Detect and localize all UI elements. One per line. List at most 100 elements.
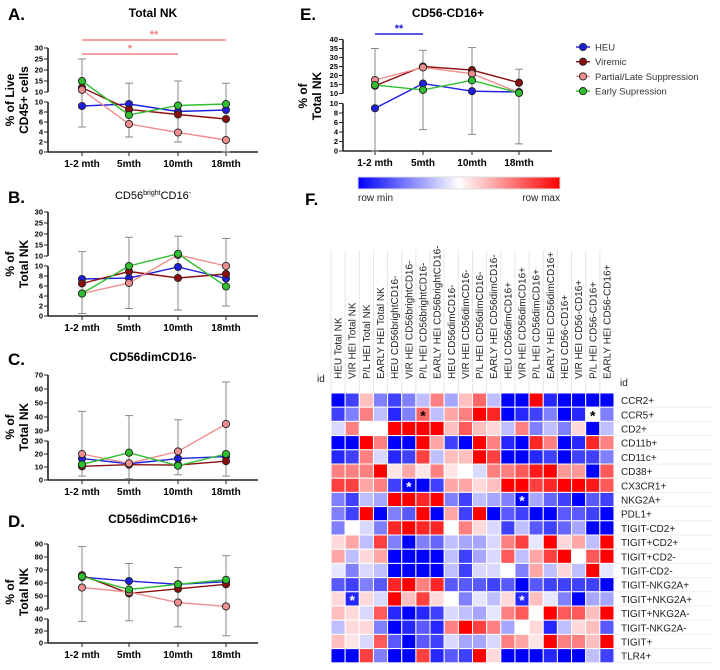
- heatmap-cell: [429, 420, 445, 437]
- heatmap-cell: [599, 562, 615, 579]
- data-point: [77, 85, 87, 94]
- heatmap-cell: [443, 548, 459, 564]
- heatmap-cell: [443, 562, 459, 579]
- heatmap-cell: [528, 619, 544, 635]
- heatmap-cell: [486, 619, 502, 635]
- y-tick-label: 10: [35, 252, 43, 261]
- heatmap-cell: [472, 648, 488, 664]
- row-label: PDL1+: [621, 510, 652, 521]
- heatmap: HEU Total NK VIR HEI Total NK P/L HEI Tota…: [330, 245, 712, 664]
- legend-label: Viremic: [595, 57, 627, 68]
- heatmap-cell: [585, 619, 601, 635]
- heatmap-cell: [443, 477, 459, 493]
- series-line-viremic: [81, 574, 227, 595]
- heatmap-cell: [556, 619, 573, 635]
- heatmap-cell: [599, 648, 615, 664]
- heatmap-cell: [542, 619, 558, 635]
- ylabel-line1: % of: [3, 250, 17, 276]
- significance-stars: **: [395, 23, 404, 35]
- data-point: [173, 461, 183, 470]
- column-label: EARLY HEI CD56dimCD16-: [489, 254, 500, 379]
- heatmap-cell: [571, 420, 587, 437]
- x-tick-label: 5mth: [117, 487, 141, 498]
- heatmap-cell: [514, 548, 530, 564]
- heatmap-cell: [457, 648, 474, 664]
- heatmap-cell: [599, 449, 615, 465]
- panel-e-title: CD56-CD16+: [412, 6, 484, 20]
- heatmap-cell: [344, 463, 360, 479]
- heatmap-cell: [372, 491, 389, 508]
- colorbar: [357, 176, 561, 190]
- series-line-viremic: [81, 86, 227, 120]
- heatmap-cell: [486, 577, 502, 593]
- y-tick-label: 30: [330, 53, 338, 62]
- heatmap-cell: [599, 591, 615, 607]
- heatmap-cell: [344, 420, 360, 437]
- row-label: TLR4+: [621, 652, 651, 663]
- heatmap-cell: [443, 449, 459, 465]
- heatmap-cell: [415, 420, 431, 437]
- y-tick-label: 25: [35, 219, 43, 228]
- panel-label-a: A.: [8, 5, 25, 24]
- y-tick-label: 30: [35, 44, 43, 53]
- heatmap-cell: [556, 534, 573, 550]
- heatmap-cell: [344, 435, 360, 451]
- heatmap-cell: [358, 491, 374, 508]
- data-point: [124, 278, 134, 288]
- heatmap-cell: [585, 520, 601, 536]
- y-tick-label: 4: [39, 292, 44, 301]
- heatmap-cell: [415, 548, 431, 564]
- heatmap-cell: [429, 562, 445, 579]
- heatmap-cell: [330, 477, 346, 493]
- heatmap-cell: [344, 491, 360, 508]
- data-point: [124, 261, 134, 271]
- heatmap-cell: [486, 477, 502, 493]
- data-point: [173, 447, 183, 456]
- heatmap-cell: [330, 633, 346, 650]
- data-point: [221, 419, 231, 429]
- heatmap-cell: [599, 520, 615, 536]
- heatmap-cell: [585, 534, 601, 550]
- row-label: TIGIT+: [621, 638, 653, 649]
- heatmap-cell: [372, 449, 389, 465]
- heatmap-cell: [429, 591, 445, 607]
- heatmap-cell: [457, 463, 474, 479]
- heatmap-cell: [387, 506, 403, 522]
- heatmap-cell: [358, 562, 374, 579]
- y-tick-label: 20: [35, 450, 43, 459]
- heatmap-cell: [514, 520, 530, 536]
- y-tick-label: 2: [334, 137, 338, 146]
- y-tick-label: 80: [35, 553, 43, 562]
- heatmap-cell: [457, 577, 474, 593]
- ylabel-line2: Total NK: [17, 402, 31, 451]
- heatmap-cell: [429, 406, 445, 422]
- heatmap-cell: [330, 548, 346, 564]
- heatmap-cell: [472, 633, 488, 650]
- y-tick-label: 35: [330, 44, 338, 53]
- heatmap-cell: [500, 605, 516, 621]
- heatmap-cell: [358, 577, 374, 593]
- significance-stars: *: [128, 43, 133, 55]
- heatmap-cell: [387, 591, 403, 607]
- heatmap-cell: [415, 463, 431, 479]
- column-label: HEU CD56dimCD16-: [447, 285, 458, 379]
- data-point: [173, 580, 183, 589]
- heatmap-cell: [387, 435, 403, 451]
- heatmap-cell: [415, 449, 431, 465]
- y-tick-label: 40: [330, 35, 338, 44]
- heatmap-cell: [500, 435, 516, 451]
- y-tick-label: 40: [35, 615, 43, 624]
- data-point: [370, 104, 380, 113]
- column-label: P/L HEI CD56dimCD16-: [475, 272, 486, 379]
- heatmap-cell: [585, 548, 601, 564]
- heatmap-cell: [415, 648, 431, 664]
- heatmap-cell: [372, 591, 389, 607]
- heatmap-cell: [387, 449, 403, 465]
- row-label: TIGIT+CD2-: [621, 552, 676, 563]
- data-point: [514, 88, 524, 98]
- data-point: [77, 101, 87, 111]
